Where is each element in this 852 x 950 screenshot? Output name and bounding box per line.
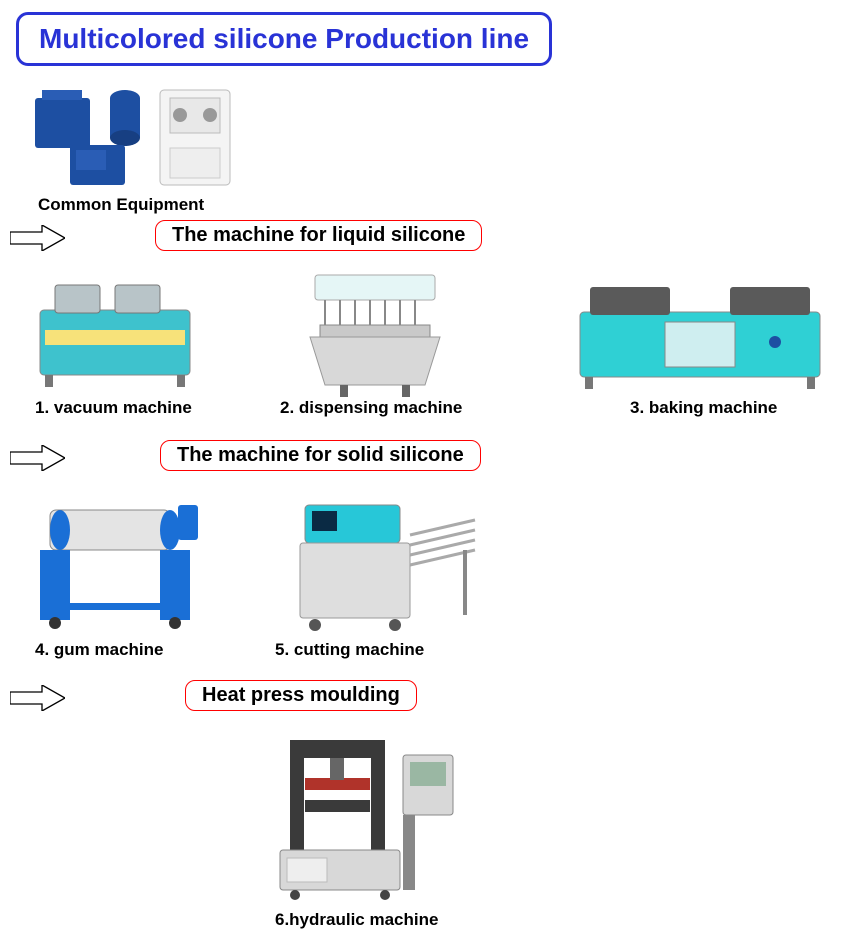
vacuum-machine-label: 1. vacuum machine: [35, 398, 192, 418]
hydraulic-machine-label: 6.hydraulic machine: [275, 910, 438, 930]
arrow-icon: [10, 445, 65, 476]
vacuum-machine-img: [30, 275, 200, 395]
cutting-machine-img: [290, 495, 480, 640]
common-equipment-img: [30, 80, 240, 190]
arrow-icon: [10, 225, 65, 256]
page-title-text: Multicolored silicone Production line: [39, 23, 529, 54]
baking-machine-img: [575, 282, 825, 397]
dispensing-machine-img: [295, 270, 455, 405]
section-solid-box: The machine for solid silicone: [160, 440, 481, 471]
gum-machine-label: 4. gum machine: [35, 640, 163, 660]
section-liquid-box: The machine for liquid silicone: [155, 220, 482, 251]
section-solid-label: The machine for solid silicone: [177, 444, 464, 466]
section-liquid-label: The machine for liquid silicone: [172, 224, 465, 246]
dispensing-machine-label: 2. dispensing machine: [280, 398, 462, 418]
page-title: Multicolored silicone Production line: [16, 12, 552, 66]
arrow-icon: [10, 685, 65, 716]
hydraulic-machine-img: [275, 730, 460, 905]
gum-machine-img: [30, 495, 205, 635]
section-heat-box: Heat press moulding: [185, 680, 417, 711]
common-equipment-label: Common Equipment: [38, 195, 204, 215]
cutting-machine-label: 5. cutting machine: [275, 640, 424, 660]
baking-machine-label: 3. baking machine: [630, 398, 777, 418]
section-heat-label: Heat press moulding: [202, 684, 400, 706]
